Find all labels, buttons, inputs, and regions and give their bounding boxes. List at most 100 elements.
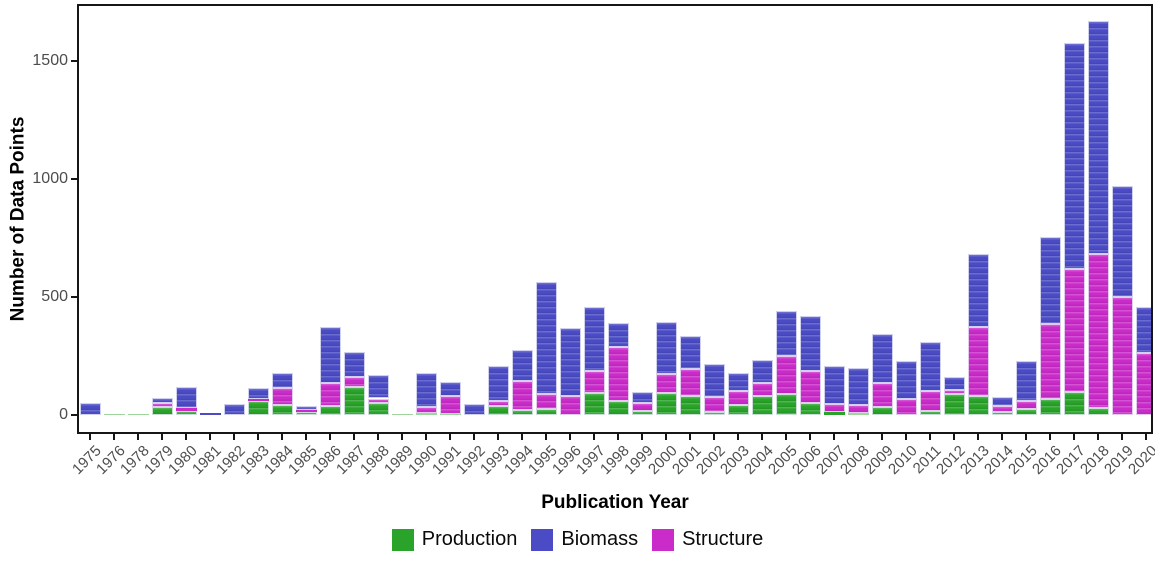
x-axis-tick	[689, 434, 691, 440]
bar-segment-production	[535, 409, 557, 415]
bar-1988	[367, 6, 389, 432]
bar-2020	[1135, 6, 1151, 432]
bar-1999	[631, 6, 653, 432]
bar-segment-production	[271, 404, 293, 415]
bar-segment-biomass	[703, 363, 725, 398]
bar-2003	[727, 6, 749, 432]
bar-segment-structure	[751, 383, 773, 396]
bar-segment-biomass	[271, 373, 293, 389]
bar-segment-structure	[271, 388, 293, 405]
x-axis-tick	[809, 434, 811, 440]
x-axis-tick	[641, 434, 643, 440]
x-axis-tick	[425, 434, 427, 440]
bar-segment-biomass	[343, 352, 365, 378]
bar-1996	[559, 6, 581, 432]
bar-segment-structure	[247, 399, 269, 402]
bar-segment-structure	[319, 383, 341, 407]
bar-1978	[127, 6, 149, 432]
legend-label: Biomass	[561, 528, 639, 550]
bar-segment-structure	[967, 327, 989, 396]
bar-1984	[271, 6, 293, 432]
x-axis-tick	[89, 434, 91, 440]
bar-2005	[775, 6, 797, 432]
bar-segment-structure	[1135, 353, 1151, 415]
bar-segment-structure	[919, 390, 941, 411]
bar-segment-biomass	[439, 381, 461, 397]
x-axis-tick	[401, 434, 403, 440]
x-axis-tick	[737, 434, 739, 440]
bar-segment-structure	[1111, 296, 1133, 415]
legend-item-structure: Structure	[652, 528, 763, 551]
bar-2018	[1087, 6, 1109, 432]
bar-segment-production	[511, 409, 533, 415]
bar-segment-biomass	[559, 328, 581, 397]
x-axis-tick	[209, 434, 211, 440]
bar-segment-structure	[727, 391, 749, 406]
bar-1986	[319, 6, 341, 432]
x-axis-tick	[713, 434, 715, 440]
bar-segment-production	[727, 405, 749, 415]
bar-segment-biomass	[895, 360, 917, 399]
bar-segment-production	[127, 414, 149, 415]
bar-segment-production	[151, 407, 173, 415]
y-axis-tick	[71, 414, 77, 416]
bar-segment-production	[919, 410, 941, 415]
x-axis-tick	[881, 434, 883, 440]
bar-segment-structure	[439, 396, 461, 415]
bar-segment-production	[631, 410, 653, 415]
x-axis-tick	[161, 434, 163, 440]
bar-segment-structure	[1087, 254, 1109, 409]
x-axis-tick	[545, 434, 547, 440]
legend-item-production: Production	[391, 528, 517, 551]
bar-2017	[1063, 6, 1085, 432]
bar-segment-production	[775, 394, 797, 415]
legend-swatch-structure	[652, 528, 675, 551]
bar-1983	[247, 6, 269, 432]
x-axis-tick	[353, 434, 355, 440]
y-axis-tick-label: 1500	[32, 52, 68, 69]
bar-1998	[607, 6, 629, 432]
bar-segment-production	[967, 395, 989, 415]
bar-2006	[799, 6, 821, 432]
legend-label: Structure	[682, 528, 764, 550]
x-axis-tick	[929, 434, 931, 440]
x-axis-tick	[665, 434, 667, 440]
bar-segment-structure	[511, 380, 533, 410]
x-axis-tick	[449, 434, 451, 440]
bar-segment-production	[607, 400, 629, 415]
bar-segment-biomass	[487, 366, 509, 401]
x-axis-tick	[761, 434, 763, 440]
y-axis-tick-label: 500	[41, 288, 68, 305]
bar-segment-biomass	[511, 349, 533, 381]
bar-1982	[223, 6, 245, 432]
bar-segment-production	[679, 395, 701, 415]
bar-2011	[919, 6, 941, 432]
x-axis-tick	[329, 434, 331, 440]
bar-segment-biomass	[1063, 43, 1085, 269]
bar-segment-production	[1039, 398, 1061, 415]
bar-segment-biomass	[295, 405, 317, 410]
bar-segment-structure	[415, 406, 437, 414]
bar-segment-structure	[367, 398, 389, 403]
bar-segment-structure	[295, 409, 317, 412]
x-axis-tick	[113, 434, 115, 440]
bar-segment-production	[487, 405, 509, 415]
bar-1976	[103, 6, 125, 432]
bar-segment-biomass	[199, 412, 221, 415]
y-axis-tick-label: 1000	[32, 170, 68, 187]
bar-1979	[151, 6, 173, 432]
x-axis-tick	[1073, 434, 1075, 440]
x-axis-tick	[473, 434, 475, 440]
x-axis-tick	[1049, 434, 1051, 440]
bar-segment-structure	[847, 405, 869, 414]
x-axis-tick	[257, 434, 259, 440]
x-axis-tick	[833, 434, 835, 440]
bar-2019	[1111, 6, 1133, 432]
x-axis-tick	[569, 434, 571, 440]
bar-1975	[79, 6, 101, 432]
bar-1995	[535, 6, 557, 432]
bar-segment-production	[1087, 408, 1109, 415]
bar-segment-biomass	[631, 391, 653, 404]
x-axis-tick	[377, 434, 379, 440]
x-axis-tick	[305, 434, 307, 440]
